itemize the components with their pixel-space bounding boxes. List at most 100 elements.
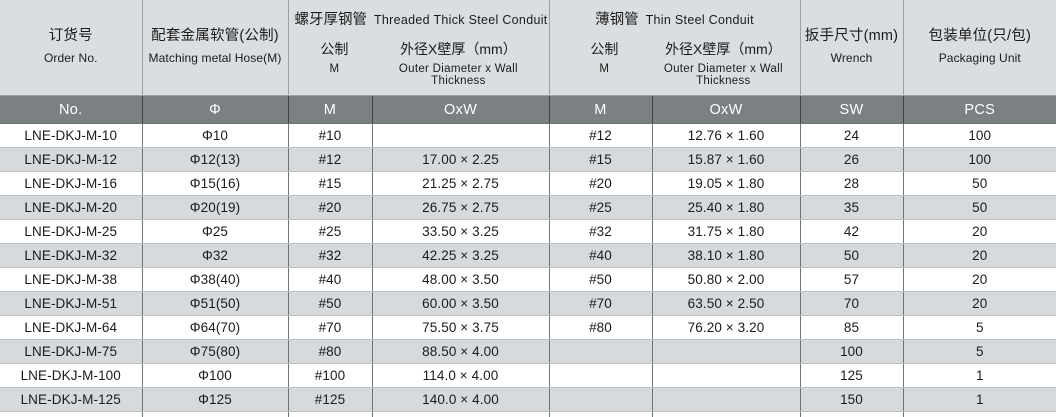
header-thin-steel-conduit: 薄钢管 Thin Steel Conduit 公制 M 外径X壁厚（mm） Out…: [549, 0, 801, 96]
row-cell-thin-metric: #70: [549, 291, 653, 316]
row-cell-order-no: LNE-DKJ-M-16: [0, 171, 143, 196]
table-row: LNE-DKJ-M-38 Φ38(40) #40 48.00 × 3.50 #50 50.…: [0, 267, 1056, 292]
thin-steel-metric-subheader: 公制 M: [556, 42, 654, 75]
row-cell-thin-size: 76.20 × 3.20: [652, 315, 801, 340]
row-cell-order-no: LNE-DKJ-M-64: [0, 315, 143, 340]
table-row: LNE-DKJ-M-12 Φ12(13) #12 17.00 × 2.25 #15 15.…: [0, 147, 1056, 172]
row-cell-order-no: LNE-DKJ-M-150: [0, 411, 143, 417]
threaded-thick-title-en: Threaded Thick Steel Conduit: [374, 13, 548, 28]
row-cell-thin-metric: [549, 339, 653, 364]
row-cell-threaded-size: 42.25 × 3.25: [372, 243, 550, 268]
threaded-thick-metric-cn: 公制: [320, 41, 349, 58]
row-cell-wrench: 125: [800, 363, 904, 388]
row-cell-thin-size: 38.10 × 1.80: [652, 243, 801, 268]
threaded-thick-size-cn: 外径X壁厚（mm）: [400, 41, 517, 58]
row-cell-wrench: 85: [800, 315, 904, 340]
header-packaging-unit-cn: 包装单位(只/包): [928, 28, 1031, 45]
code-header-row: No. Φ M OxW M OxW SW PCS: [0, 95, 1056, 124]
row-cell-threaded-size: 165.0 × 4.50: [372, 411, 550, 417]
row-cell-thin-size: [652, 363, 801, 388]
table-row: LNE-DKJ-M-100 Φ100 #100 114.0 × 4.00 125 1: [0, 363, 1056, 388]
table-top-header: 订货号 Order No. 配套金属软管(公制) Matching metal …: [0, 0, 1056, 96]
row-cell-threaded-size: 21.25 × 2.75: [372, 171, 550, 196]
row-cell-threaded-size: 17.00 × 2.25: [372, 147, 550, 172]
table-row: LNE-DKJ-M-32 Φ32 #32 42.25 × 3.25 #40 38.10 ×…: [0, 243, 1056, 268]
code-header-thick-ow: OxW: [372, 95, 550, 124]
row-cell-threaded-size: 88.50 × 4.00: [372, 339, 550, 364]
row-cell-threaded-metric: #150: [288, 411, 373, 417]
code-header-thin-ow: OxW: [652, 95, 801, 124]
header-wrench: 扳手尺寸(mm) Wrench: [800, 0, 904, 96]
row-cell-threaded-metric: #125: [288, 387, 373, 412]
thin-steel-size-cn: 外径X壁厚（mm）: [665, 41, 782, 58]
thin-steel-metric-cn: 公制: [590, 41, 619, 58]
thin-steel-title-en: Thin Steel Conduit: [645, 13, 754, 28]
row-cell-thin-size: 63.50 × 2.50: [652, 291, 801, 316]
row-cell-pcs: 5: [903, 339, 1056, 364]
row-cell-phi: Φ150: [142, 411, 289, 417]
header-matching-hose-cn: 配套金属软管(公制): [151, 28, 279, 45]
code-header-sw: SW: [800, 95, 904, 124]
row-cell-pcs: 100: [903, 147, 1056, 172]
header-order-no: 订货号 Order No.: [0, 0, 143, 96]
row-cell-order-no: LNE-DKJ-M-10: [0, 123, 143, 148]
row-cell-phi: Φ100: [142, 363, 289, 388]
row-cell-pcs: 20: [903, 291, 1056, 316]
threaded-thick-metric-subheader: 公制 M: [295, 42, 375, 75]
row-cell-order-no: LNE-DKJ-M-125: [0, 387, 143, 412]
row-cell-threaded-metric: #32: [288, 243, 373, 268]
row-cell-thin-metric: #20: [549, 171, 653, 196]
row-cell-pcs: 5: [903, 315, 1056, 340]
row-cell-order-no: LNE-DKJ-M-51: [0, 291, 143, 316]
row-cell-thin-size: 31.75 × 1.80: [652, 219, 801, 244]
row-cell-order-no: LNE-DKJ-M-38: [0, 267, 143, 292]
row-cell-threaded-size: 48.00 × 3.50: [372, 267, 550, 292]
row-cell-thin-metric: [549, 387, 653, 412]
table-row: LNE-DKJ-M-64 Φ64(70) #70 75.50 × 3.75 #80 76.…: [0, 315, 1056, 340]
row-cell-wrench: 57: [800, 267, 904, 292]
code-header-phi: Φ: [142, 95, 289, 124]
header-order-no-cn: 订货号: [48, 28, 93, 45]
threaded-thick-title: 螺牙厚钢管 Threaded Thick Steel Conduit: [295, 8, 548, 29]
row-cell-phi: Φ15(16): [142, 171, 289, 196]
row-cell-pcs: 20: [903, 219, 1056, 244]
row-cell-thin-metric: #32: [549, 219, 653, 244]
row-cell-wrench: 24: [800, 123, 904, 148]
row-cell-threaded-size: 75.50 × 3.75: [372, 315, 550, 340]
row-cell-thin-size: 50.80 × 2.00: [652, 267, 801, 292]
row-cell-phi: Φ32: [142, 243, 289, 268]
row-cell-order-no: LNE-DKJ-M-32: [0, 243, 143, 268]
row-cell-threaded-metric: #12: [288, 147, 373, 172]
row-cell-threaded-size: 140.0 × 4.00: [372, 387, 550, 412]
row-cell-threaded-metric: #80: [288, 339, 373, 364]
row-cell-wrench: 150: [800, 387, 904, 412]
top-header-row: 订货号 Order No. 配套金属软管(公制) Matching metal …: [0, 0, 1056, 96]
header-matching-hose: 配套金属软管(公制) Matching metal Hose(M): [142, 0, 289, 96]
code-header-pcs: PCS: [903, 95, 1056, 124]
table-row: LNE-DKJ-M-150Φ150#150165.0 × 4.50 1801: [0, 411, 1056, 417]
row-cell-wrench: 100: [800, 339, 904, 364]
threaded-thick-metric-en: M: [329, 62, 340, 75]
row-cell-phi: Φ10: [142, 123, 289, 148]
row-cell-phi: Φ125: [142, 387, 289, 412]
row-cell-pcs: 1: [903, 363, 1056, 388]
header-threaded-thick-conduit: 螺牙厚钢管 Threaded Thick Steel Conduit 公制 M 外…: [288, 0, 550, 96]
row-cell-wrench: 26: [800, 147, 904, 172]
row-cell-pcs: 20: [903, 267, 1056, 292]
row-cell-wrench: 35: [800, 195, 904, 220]
code-header-no: No.: [0, 95, 143, 124]
row-cell-thin-metric: [549, 363, 653, 388]
table-body: LNE-DKJ-M-10 Φ10 #10 #12 12.76 × 1.60 24 100 LN…: [0, 123, 1056, 417]
row-cell-threaded-size: 114.0 × 4.00: [372, 363, 550, 388]
row-cell-threaded-metric: #100: [288, 363, 373, 388]
header-packaging-unit: 包装单位(只/包) Packaging Unit: [903, 0, 1056, 96]
row-cell-threaded-size: 33.50 × 3.25: [372, 219, 550, 244]
row-cell-thin-size: [652, 411, 801, 417]
row-cell-thin-metric: #80: [549, 315, 653, 340]
table-row: LNE-DKJ-M-20 Φ20(19) #20 26.75 × 2.75 #25 25.…: [0, 195, 1056, 220]
row-cell-order-no: LNE-DKJ-M-25: [0, 219, 143, 244]
row-cell-phi: Φ75(80): [142, 339, 289, 364]
header-order-no-en: Order No.: [43, 51, 98, 66]
row-cell-thin-metric: #25: [549, 195, 653, 220]
